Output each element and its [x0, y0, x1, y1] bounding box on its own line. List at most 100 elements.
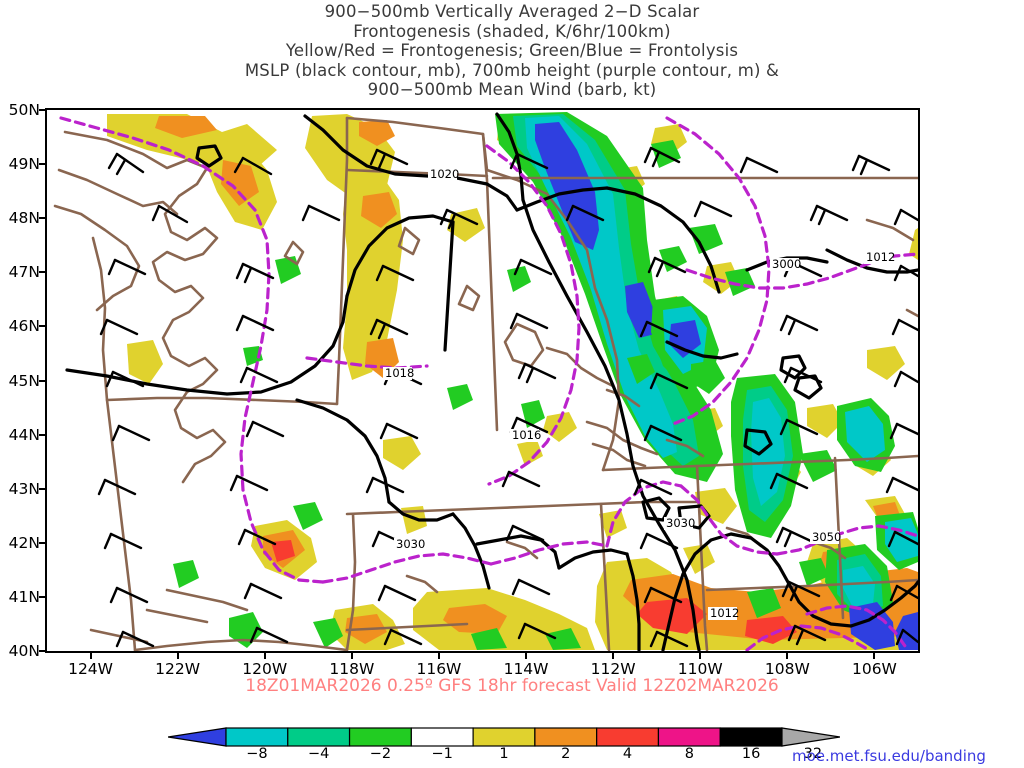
colorbar-graphic	[168, 727, 840, 747]
wind-barb	[565, 204, 605, 222]
contour-label-backdrop	[708, 607, 737, 620]
contour-labels: 1020 1018 1016 1012 1012 3000 3030 3030 3050	[383, 167, 895, 620]
wind-barb	[233, 156, 273, 176]
wind-barb	[365, 476, 405, 494]
lon-tick	[525, 652, 528, 659]
wind-barb	[97, 478, 137, 496]
wind-barb	[99, 318, 139, 336]
colorbar-tick-label-4: 1	[499, 746, 509, 762]
lon-label-110W: 110W	[677, 660, 723, 678]
colorbar-tick-label-9: 32	[803, 746, 823, 762]
wind-barb	[249, 626, 289, 644]
colorbar-ticks: −8 −4 −2 −1 1 2 4 8 16 32	[168, 746, 868, 764]
lat-tick	[39, 271, 46, 274]
wind-barb	[375, 264, 415, 282]
lat-tick	[39, 487, 46, 490]
wind-barb	[383, 628, 423, 646]
colorbar-segment-3	[348, 727, 412, 747]
wind-barb	[889, 584, 918, 602]
wind-barb	[639, 532, 679, 550]
lat-tick	[39, 325, 46, 328]
wind-barb	[517, 622, 557, 640]
lat-tick	[39, 217, 46, 220]
colorbar-segment-9	[719, 727, 783, 747]
wind-barb	[103, 532, 143, 550]
lat-label-47N: 47N	[8, 263, 40, 282]
wind-barb	[377, 584, 417, 602]
lat-label-50N: 50N	[8, 101, 40, 119]
wind-barb	[775, 526, 815, 548]
wind-barb	[649, 630, 689, 648]
lat-label-41N: 41N	[8, 587, 40, 606]
colorbar	[168, 727, 840, 747]
wind-barb	[509, 152, 549, 170]
lat-label-45N: 45N	[8, 371, 40, 390]
wind-barb	[107, 152, 145, 176]
map-plot-area: 1020 1018 1016 1012 1012 3000 3030 3030 3050	[45, 108, 920, 653]
forecast-caption: 18Z01MAR2026 0.25º GFS 18hr forecast Val…	[245, 676, 779, 696]
wind-barb	[513, 258, 553, 276]
wind-barb	[893, 208, 918, 226]
lat-tick	[39, 163, 46, 166]
lon-label-118W: 118W	[329, 660, 375, 678]
wind-barb	[439, 208, 479, 230]
contour-label-mslp-1012-4: 1012	[710, 606, 739, 620]
wind-barb	[301, 204, 341, 222]
wind-barb	[885, 476, 918, 494]
lat-label-42N: 42N	[8, 533, 40, 552]
lat-tick	[39, 595, 46, 598]
colorbar-segment-5	[472, 727, 536, 747]
colorbar-tick-label-3: −1	[431, 746, 453, 762]
contour-label-mslp-1018-1: 1018	[385, 366, 414, 380]
wind-barb	[891, 318, 918, 336]
contour-label-backdrop	[770, 258, 799, 271]
wind-barb	[643, 586, 683, 604]
wind-barb	[809, 204, 849, 226]
contour-label-backdrop	[383, 367, 412, 380]
colorbar-segment-8	[657, 727, 721, 747]
lat-label-40N: 40N	[8, 642, 40, 660]
wind-barb	[505, 524, 545, 542]
wind-barb	[779, 418, 819, 436]
colorbar-tick-label-5: 2	[561, 746, 571, 762]
colorbar-tick-label-2: −2	[369, 746, 392, 762]
lat-label-48N: 48N	[8, 209, 40, 228]
wind-barb	[769, 472, 809, 490]
lat-tick	[39, 379, 46, 382]
wind-barb	[511, 578, 551, 596]
lon-label-106W: 106W	[851, 660, 897, 678]
lat-label-43N: 43N	[8, 479, 40, 498]
lat-tick	[39, 433, 46, 436]
wind-barb	[379, 422, 419, 440]
lon-tick	[873, 652, 876, 659]
contour-label-backdrop	[428, 168, 457, 181]
geography-outlines	[53, 116, 918, 651]
colorbar-tick-label-8: 16	[741, 746, 761, 762]
wind-barb	[647, 256, 687, 278]
wind-barb	[779, 314, 819, 336]
lat-tick	[39, 541, 46, 544]
wind-barb	[237, 528, 277, 546]
wind-barb	[633, 478, 673, 496]
title-line-5: 900−500mb Mean Wind (barb, kt)	[367, 80, 657, 99]
wind-barb	[639, 320, 679, 338]
lat-label-49N: 49N	[8, 155, 40, 174]
contour-label-mslp-1016-2: 1016	[512, 428, 541, 442]
contour-label-height-3030-6: 3030	[396, 537, 425, 551]
contour-label-height-3050-8: 3050	[812, 530, 841, 544]
colorbar-segment-2	[287, 727, 351, 747]
lat-label-44N: 44N	[8, 425, 40, 444]
lon-tick	[176, 652, 179, 659]
title-line-2: Frontogenesis (shaded, K/6hr/100km)	[353, 21, 671, 41]
contour-label-height-3030-7: 3030	[666, 516, 695, 530]
wind-barb	[239, 366, 279, 384]
lon-tick	[89, 652, 92, 659]
wind-barb	[235, 262, 275, 284]
colorbar-tick-label-0: −8	[246, 746, 268, 762]
colorbar-segment-0	[168, 727, 227, 747]
mslp-contours	[65, 112, 918, 651]
chart-title-block: 900−500mb Vertically Averaged 2−D Scalar…	[0, 2, 1024, 100]
wind-barb	[105, 370, 145, 388]
wind-barb	[115, 630, 155, 648]
